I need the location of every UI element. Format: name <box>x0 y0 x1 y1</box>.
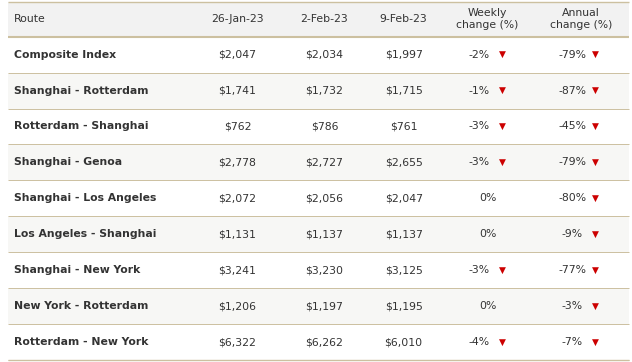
Text: ▼: ▼ <box>592 338 599 347</box>
Text: $762: $762 <box>224 122 251 131</box>
Text: -3%: -3% <box>469 157 490 168</box>
Text: -3%: -3% <box>469 122 490 131</box>
Text: ▼: ▼ <box>499 50 506 59</box>
Text: $6,322: $6,322 <box>219 337 257 347</box>
Text: -3%: -3% <box>562 301 583 311</box>
Text: New York - Rotterdam: New York - Rotterdam <box>14 301 149 311</box>
Text: Annual
change (%): Annual change (%) <box>549 8 612 30</box>
Text: Rotterdam - Shanghai: Rotterdam - Shanghai <box>14 122 149 131</box>
Text: $2,034: $2,034 <box>305 50 343 60</box>
Bar <box>8 109 629 144</box>
Bar <box>8 180 629 216</box>
Text: $3,125: $3,125 <box>385 265 423 275</box>
Bar <box>8 216 629 252</box>
Text: Shanghai - New York: Shanghai - New York <box>14 265 140 275</box>
Text: $1,732: $1,732 <box>305 85 343 96</box>
Bar <box>8 37 629 72</box>
Text: Shanghai - Genoa: Shanghai - Genoa <box>14 157 122 168</box>
Text: -1%: -1% <box>469 85 490 96</box>
Text: ▼: ▼ <box>499 266 506 275</box>
Text: Rotterdam - New York: Rotterdam - New York <box>14 337 149 347</box>
Text: ▼: ▼ <box>592 194 599 203</box>
Text: $3,241: $3,241 <box>219 265 257 275</box>
Text: 0%: 0% <box>479 193 496 203</box>
Text: ▼: ▼ <box>499 86 506 95</box>
Text: Shanghai - Rotterdam: Shanghai - Rotterdam <box>14 85 149 96</box>
Text: $1,997: $1,997 <box>385 50 423 60</box>
Text: $1,741: $1,741 <box>219 85 257 96</box>
Bar <box>8 324 629 360</box>
Text: 0%: 0% <box>479 301 496 311</box>
Text: Los Angeles - Shanghai: Los Angeles - Shanghai <box>14 230 156 239</box>
Bar <box>8 252 629 288</box>
Text: $6,262: $6,262 <box>305 337 343 347</box>
Text: $3,230: $3,230 <box>305 265 343 275</box>
Text: ▼: ▼ <box>499 122 506 131</box>
Text: -45%: -45% <box>559 122 586 131</box>
Text: $761: $761 <box>390 122 417 131</box>
Bar <box>8 2 629 37</box>
Text: -2%: -2% <box>469 50 490 60</box>
Text: $2,056: $2,056 <box>305 193 343 203</box>
Text: $6,010: $6,010 <box>385 337 423 347</box>
Text: $1,137: $1,137 <box>305 230 343 239</box>
Text: Route: Route <box>14 14 46 24</box>
Text: $2,655: $2,655 <box>385 157 423 168</box>
Text: $1,206: $1,206 <box>219 301 257 311</box>
Text: ▼: ▼ <box>592 122 599 131</box>
Text: -79%: -79% <box>559 157 586 168</box>
Text: -3%: -3% <box>469 265 490 275</box>
Text: Composite Index: Composite Index <box>14 50 116 60</box>
Text: ▼: ▼ <box>499 338 506 347</box>
Text: Shanghai - Los Angeles: Shanghai - Los Angeles <box>14 193 156 203</box>
Text: -79%: -79% <box>559 50 586 60</box>
Text: -77%: -77% <box>559 265 586 275</box>
Text: $2,778: $2,778 <box>219 157 257 168</box>
Bar <box>8 144 629 180</box>
Text: $2,047: $2,047 <box>219 50 257 60</box>
Text: ▼: ▼ <box>499 158 506 167</box>
Text: $1,137: $1,137 <box>385 230 423 239</box>
Text: ▼: ▼ <box>592 266 599 275</box>
Text: -4%: -4% <box>469 337 490 347</box>
Text: $2,047: $2,047 <box>385 193 423 203</box>
Text: -9%: -9% <box>562 230 583 239</box>
Bar <box>8 72 629 109</box>
Text: $1,197: $1,197 <box>305 301 343 311</box>
Text: ▼: ▼ <box>592 230 599 239</box>
Text: -80%: -80% <box>559 193 586 203</box>
Text: -7%: -7% <box>562 337 583 347</box>
Text: $2,727: $2,727 <box>305 157 343 168</box>
Text: $2,072: $2,072 <box>219 193 257 203</box>
Text: -87%: -87% <box>559 85 586 96</box>
Text: 9-Feb-23: 9-Feb-23 <box>380 14 427 24</box>
Text: 0%: 0% <box>479 230 496 239</box>
Text: ▼: ▼ <box>592 302 599 311</box>
Text: $1,131: $1,131 <box>219 230 257 239</box>
Text: 2-Feb-23: 2-Feb-23 <box>301 14 348 24</box>
Text: $786: $786 <box>311 122 338 131</box>
Text: 26-Jan-23: 26-Jan-23 <box>211 14 264 24</box>
Text: ▼: ▼ <box>592 86 599 95</box>
Text: Weekly
change (%): Weekly change (%) <box>456 8 519 30</box>
Text: $1,715: $1,715 <box>385 85 423 96</box>
Bar <box>8 288 629 324</box>
Text: ▼: ▼ <box>592 50 599 59</box>
Text: ▼: ▼ <box>592 158 599 167</box>
Text: $1,195: $1,195 <box>385 301 423 311</box>
